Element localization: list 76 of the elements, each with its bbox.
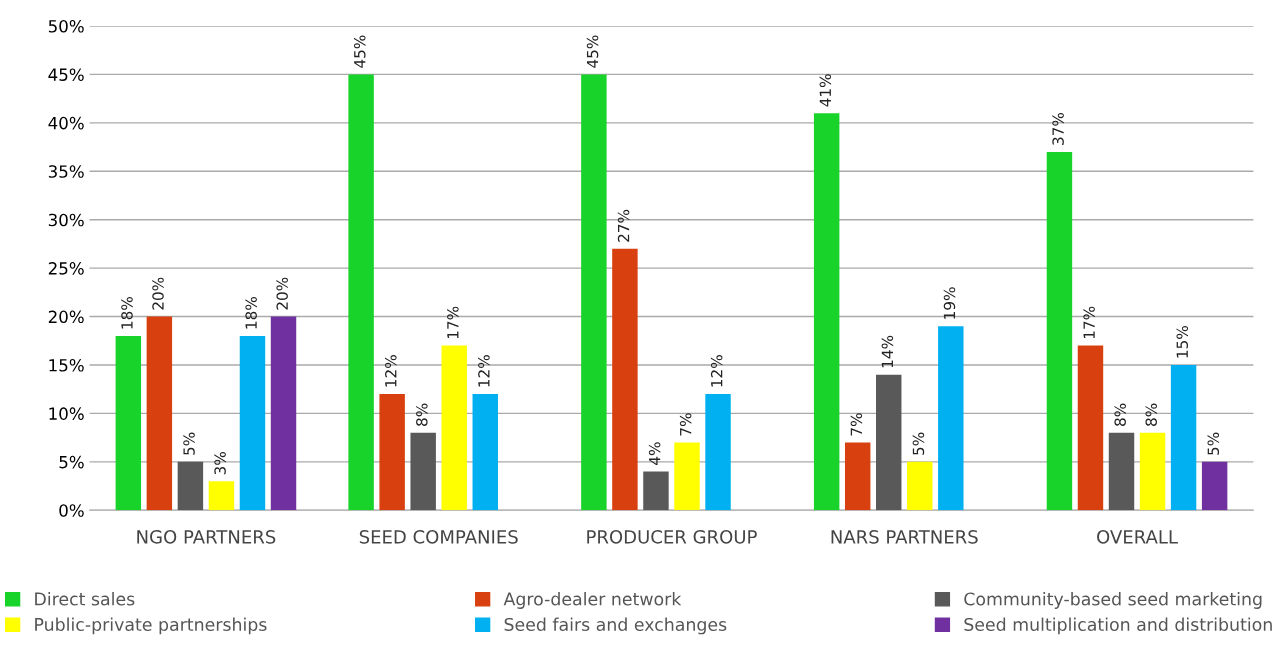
bar <box>410 432 436 511</box>
data-label: 45% <box>353 35 366 68</box>
bar <box>1046 151 1073 511</box>
bar <box>441 345 467 511</box>
bar <box>115 335 142 511</box>
data-label: 18% <box>245 297 257 329</box>
data-label: 20% <box>152 277 164 310</box>
y-tick-label: 25% <box>48 262 84 275</box>
y-tick-label: 20% <box>48 310 84 324</box>
x-tick-label: OVERALL <box>1097 530 1178 544</box>
data-label: 45% <box>586 35 599 68</box>
bar <box>1108 432 1135 511</box>
data-label: 19% <box>943 287 956 319</box>
bar <box>705 394 731 511</box>
y-tick-label: 35% <box>48 165 84 178</box>
bar <box>907 461 933 511</box>
y-tick-label: 0% <box>59 504 84 517</box>
legend-label: Community-based seed marketing <box>964 592 1262 609</box>
bar <box>472 394 498 511</box>
data-label: 7% <box>679 413 692 436</box>
x-tick-label: NARS PARTNERS <box>831 530 978 544</box>
data-label: 37% <box>1052 112 1064 145</box>
bar <box>1139 432 1166 511</box>
data-label: 8% <box>1114 403 1126 426</box>
legend-label: Seed fairs and exchanges <box>504 617 727 635</box>
data-label: 5% <box>1207 432 1220 455</box>
x-tick-label: NGO PARTNERS <box>137 530 276 544</box>
data-label: 3% <box>214 451 226 475</box>
bar <box>612 248 638 511</box>
legend-label: Public-private partnerships <box>35 617 267 635</box>
legend-label: Agro-dealer network <box>503 592 682 609</box>
data-label: 7% <box>850 413 863 436</box>
data-label: 4% <box>648 442 661 465</box>
bar <box>581 74 607 511</box>
legend-label: Seed multiplication and distribution <box>964 617 1272 635</box>
data-label: 17% <box>1083 306 1095 339</box>
bar <box>270 316 297 511</box>
data-label: 15% <box>1176 326 1189 358</box>
y-tick-label: 40% <box>48 116 84 130</box>
data-label: 8% <box>416 403 428 426</box>
x-tick-label: SEED COMPANIES <box>359 530 518 544</box>
y-tick-label: 5% <box>59 455 84 469</box>
data-label: 14% <box>881 335 894 368</box>
data-label: 12% <box>710 355 723 387</box>
bar <box>1201 461 1228 511</box>
bar <box>177 461 204 511</box>
data-label: 27% <box>617 209 630 242</box>
bar <box>643 471 669 511</box>
y-tick-label: 50% <box>48 19 84 33</box>
bar <box>208 481 235 511</box>
bar <box>938 326 964 511</box>
x-tick-label: PRODUCER GROUP <box>587 530 757 544</box>
data-label: 12% <box>385 355 397 387</box>
y-tick-label: 10% <box>49 407 84 420</box>
data-label: 20% <box>276 277 288 310</box>
bar <box>146 316 173 511</box>
y-tick-label: 45% <box>48 68 84 81</box>
bar <box>813 113 840 511</box>
bar <box>1170 364 1197 511</box>
bar <box>239 335 266 511</box>
bar <box>844 442 871 511</box>
bar <box>348 74 374 511</box>
data-label: 8% <box>1145 403 1157 426</box>
bar <box>674 442 700 511</box>
data-label: 17% <box>447 306 459 339</box>
data-label: 5% <box>183 432 195 455</box>
y-tick-label: 15% <box>49 358 84 372</box>
bar <box>379 394 405 511</box>
bar <box>1077 345 1104 511</box>
data-label: 18% <box>121 297 133 329</box>
data-label: 41% <box>819 74 832 107</box>
data-label: 12% <box>478 355 490 387</box>
legend-label: Direct sales <box>35 592 135 606</box>
bar <box>876 374 902 511</box>
y-tick-label: 30% <box>48 213 84 227</box>
data-label: 5% <box>912 432 925 455</box>
